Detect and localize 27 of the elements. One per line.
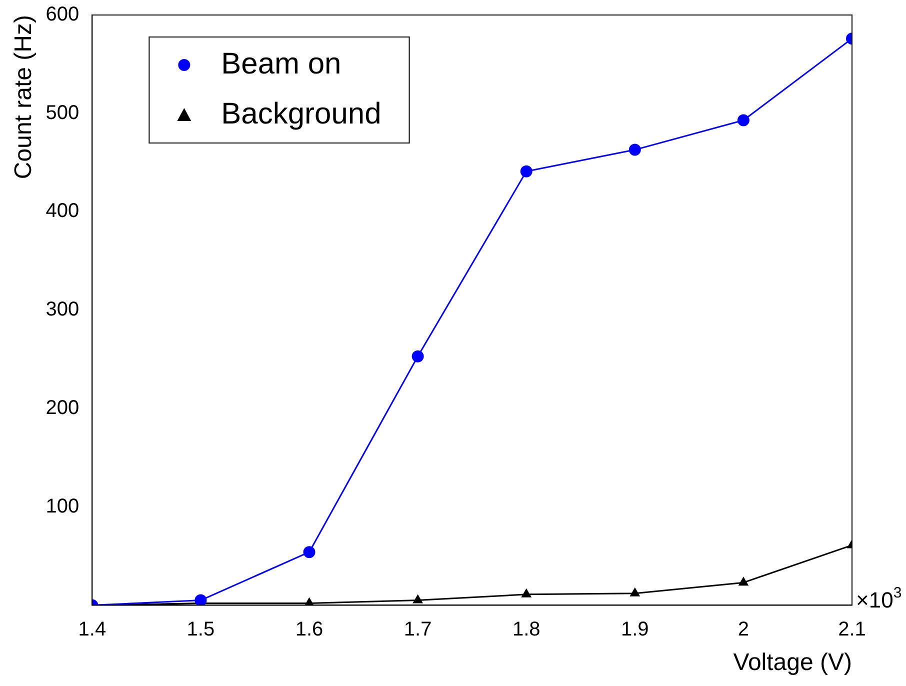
point	[412, 350, 424, 362]
x-tick-label: 1.7	[404, 618, 432, 641]
y-tick-label: 100	[46, 495, 80, 518]
x-tick-label: 2.1	[838, 618, 866, 641]
x-axis-title: Voltage (V)	[733, 649, 852, 676]
x-tick-label: 1.8	[512, 618, 540, 641]
y-tick-label: 200	[46, 396, 80, 419]
x-tick-label: 1.9	[621, 618, 649, 641]
x-tick-label: 1.6	[295, 618, 324, 641]
point	[630, 587, 640, 596]
y-tick-label: 400	[46, 200, 80, 222]
y-tick-label: 500	[46, 102, 80, 124]
y-tick-label: 600	[46, 4, 80, 26]
legend-label: Background	[221, 97, 382, 130]
point	[194, 594, 207, 606]
point	[520, 165, 532, 178]
point	[521, 588, 532, 598]
y-tick-label: 300	[46, 298, 80, 321]
point	[738, 576, 749, 586]
point	[412, 594, 424, 604]
x-tick-label: 2	[738, 618, 750, 641]
point	[737, 114, 750, 126]
legend-label: Beam on	[221, 47, 342, 80]
x-tick-label: 1.4	[78, 618, 106, 641]
point	[628, 144, 641, 156]
y-axis-title: Count rate (Hz)	[10, 15, 38, 180]
x-tick-label: 1.5	[186, 618, 215, 641]
